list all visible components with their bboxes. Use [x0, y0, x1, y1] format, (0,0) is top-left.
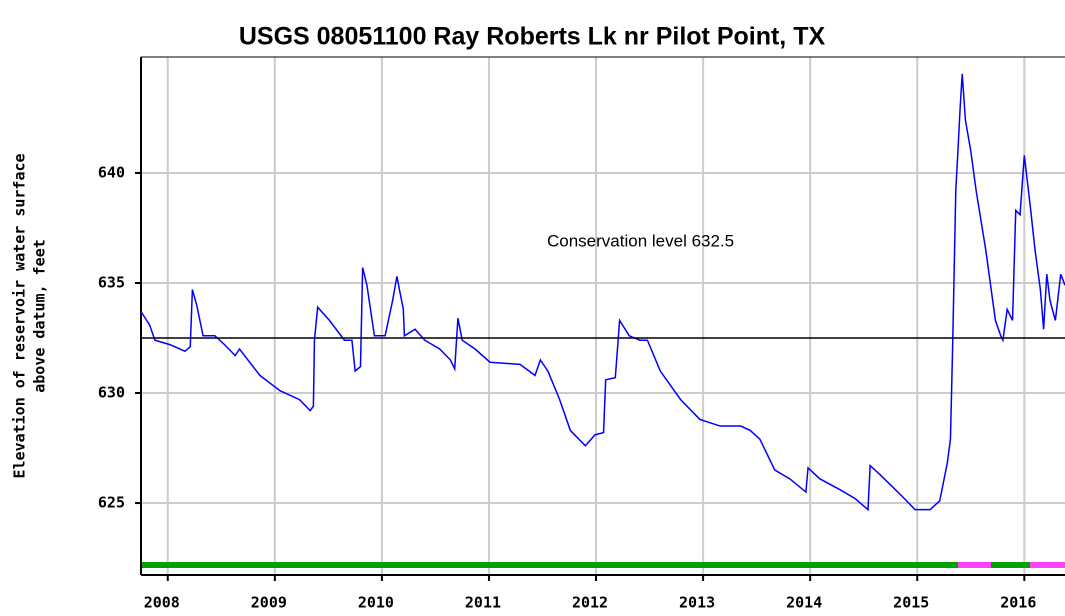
- chart-title: USGS 08051100 Ray Roberts Lk nr Pilot Po…: [239, 23, 826, 51]
- status-segment: [958, 562, 991, 568]
- status-segment: [141, 562, 958, 568]
- y-tick-label: 640: [98, 163, 125, 181]
- y-tick-label: 625: [98, 494, 125, 512]
- x-tick-label: 2010: [358, 594, 394, 612]
- x-tick-label: 2015: [893, 594, 929, 612]
- x-tick-label: 2009: [251, 594, 287, 612]
- y-axis-label: Elevation of reservoir water surface: [11, 153, 29, 478]
- y-tick-label: 635: [98, 273, 125, 291]
- annotation: Conservation level 632.5: [547, 231, 734, 250]
- x-tick-label: 2014: [786, 594, 822, 612]
- data-line: [140, 73, 1065, 512]
- status-bar: [141, 562, 1065, 568]
- x-tick-label: 2013: [679, 594, 715, 612]
- x-tick-label: 2012: [572, 594, 608, 612]
- x-tick-label: 2011: [465, 594, 501, 612]
- status-segment: [991, 562, 1030, 568]
- grid: [141, 57, 1065, 575]
- x-tick-label: 2008: [144, 594, 180, 612]
- y-axis-label: above datum, feet: [31, 239, 49, 393]
- status-segment: [1030, 562, 1065, 568]
- x-tick-label: 2016: [1000, 594, 1036, 612]
- y-tick-label: 630: [98, 384, 125, 402]
